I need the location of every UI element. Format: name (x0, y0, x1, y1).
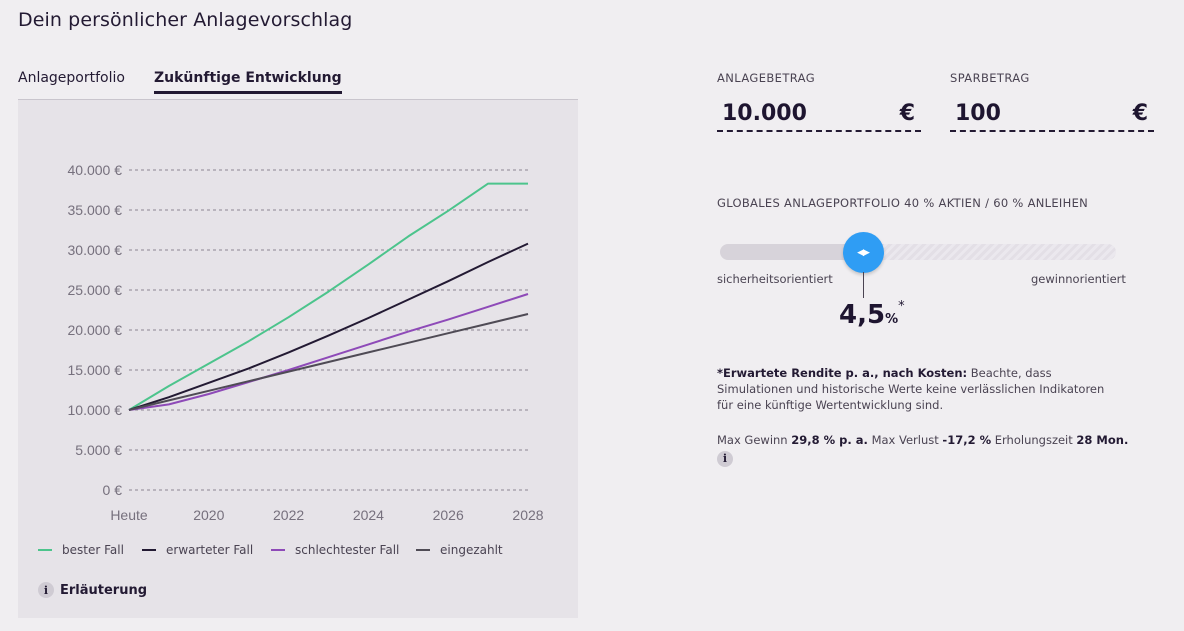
expected-return-unit: % (885, 312, 899, 327)
explanation-link[interactable]: i Erläuterung (38, 582, 147, 598)
y-tick-label: 25.000 € (68, 282, 123, 298)
expected-return-value: 4,5 (839, 300, 886, 330)
y-tick-label: 10.000 € (68, 402, 123, 418)
legend-swatch-schlechtester-fall (271, 549, 285, 551)
slider-pointer-line (862, 272, 864, 298)
explanation-label: Erläuterung (60, 582, 148, 598)
slider-arrows-icon: ◀▶ (857, 247, 870, 258)
legend-item-eingezahlt: eingezahlt (416, 543, 503, 557)
sparbetrag-label: SPARBETRAG (950, 71, 1030, 85)
recovery-value: 28 Mon. (1076, 433, 1129, 447)
legend-item-erwarteter-fall: erwarteter Fall (142, 543, 253, 557)
legend-label: schlechtester Fall (295, 543, 400, 557)
disclaimer-head: *Erwartete Rendite p. a., nach Kosten: (717, 366, 968, 380)
y-tick-label: 35.000 € (68, 202, 123, 218)
page-title: Dein persönlicher Anlagevorschlag (18, 9, 353, 31)
slider-track-filled[interactable] (720, 244, 863, 260)
max-loss-label: Max Verlust (871, 433, 939, 447)
sparbetrag-value: 100 (955, 101, 1001, 126)
y-tick-label: 30.000 € (68, 242, 123, 258)
anlagebetrag-label: ANLAGEBETRAG (717, 71, 816, 85)
tab-zukuenftige-entwicklung[interactable]: Zukünftige Entwicklung (154, 70, 342, 94)
info-icon: i (38, 582, 54, 598)
disclaimer-text: Beachte, dass Simulationen und historisc… (717, 366, 1105, 412)
legend-swatch-eingezahlt (416, 549, 430, 551)
expected-return: 4,5%* (839, 299, 905, 330)
info-icon: i (717, 450, 733, 467)
legend-swatch-erwarteter-fall (142, 549, 156, 551)
y-tick-label: 40.000 € (68, 162, 123, 178)
y-tick-label: 15.000 € (68, 362, 123, 378)
x-tick-label: Heute (110, 507, 148, 523)
max-loss-value: -17,2 % (942, 433, 992, 447)
legend-label: erwarteter Fall (166, 543, 254, 557)
risk-stats: Max Gewinn 29,8 % p. a. Max Verlust -17,… (717, 433, 1128, 447)
max-gain-value: 29,8 % p. a. (791, 433, 868, 447)
expected-return-marker: * (898, 299, 905, 314)
x-tick-label: 2028 (512, 507, 543, 523)
x-tick-label: 2022 (273, 507, 304, 523)
legend-label: bester Fall (62, 543, 124, 557)
legend-item-bester-fall: bester Fall (38, 543, 124, 557)
projection-chart: 0 € 5.000 € 10.000 € 15.000 € 20.000 € 25.000… (68, 162, 544, 523)
legend-swatch-bester-fall (38, 549, 52, 551)
series-line-0 (128, 182, 528, 411)
tab-anlageportfolio[interactable]: Anlageportfolio (18, 70, 125, 86)
anlagebetrag-input[interactable]: 10.000 € (717, 100, 921, 132)
slider-track-remaining[interactable] (862, 244, 1116, 260)
y-tick-label: 5.000 € (75, 442, 122, 458)
legend-item-schlechtester-fall: schlechtester Fall (271, 543, 399, 557)
max-gain-label: Max Gewinn (717, 433, 788, 447)
series-line-3 (128, 313, 529, 411)
anlagebetrag-value: 10.000 (722, 101, 807, 126)
y-tick-label: 0 € (103, 482, 123, 498)
sparbetrag-unit: € (1132, 101, 1148, 126)
y-tick-label: 20.000 € (68, 322, 123, 338)
risk-slider-handle[interactable]: ◀▶ (842, 232, 884, 273)
slider-max-label: gewinnorientiert (1031, 272, 1126, 286)
series-line-2 (128, 293, 529, 411)
sparbetrag-field: SPARBETRAG 100 € (950, 71, 1154, 132)
legend-label: eingezahlt (440, 543, 503, 557)
sparbetrag-input[interactable]: 100 € (950, 100, 1154, 132)
x-tick-label: 2020 (193, 507, 224, 523)
series-line-1 (128, 242, 529, 411)
chart-panel: 0 € 5.000 € 10.000 € 15.000 € 20.000 € 25.000… (18, 100, 578, 618)
x-tick-label: 2024 (353, 507, 384, 523)
portfolio-label: GLOBALES ANLAGEPORTFOLIO 40 % AKTIEN / 6… (717, 196, 1089, 210)
recovery-label: Erholungszeit (994, 433, 1073, 447)
tab-bar: Anlageportfolio Zukünftige Entwicklung (18, 70, 578, 100)
return-disclaimer: *Erwartete Rendite p. a., nach Kosten: B… (717, 365, 1117, 413)
chart-legend: bester Fall erwarteter Fall schlechteste… (38, 543, 558, 563)
anlagebetrag-field: ANLAGEBETRAG 10.000 € (717, 71, 921, 132)
slider-min-label: sicherheitsorientiert (717, 272, 833, 286)
anlagebetrag-unit: € (899, 101, 915, 126)
x-tick-label: 2026 (433, 507, 464, 523)
stats-info-button[interactable]: i (717, 447, 733, 467)
